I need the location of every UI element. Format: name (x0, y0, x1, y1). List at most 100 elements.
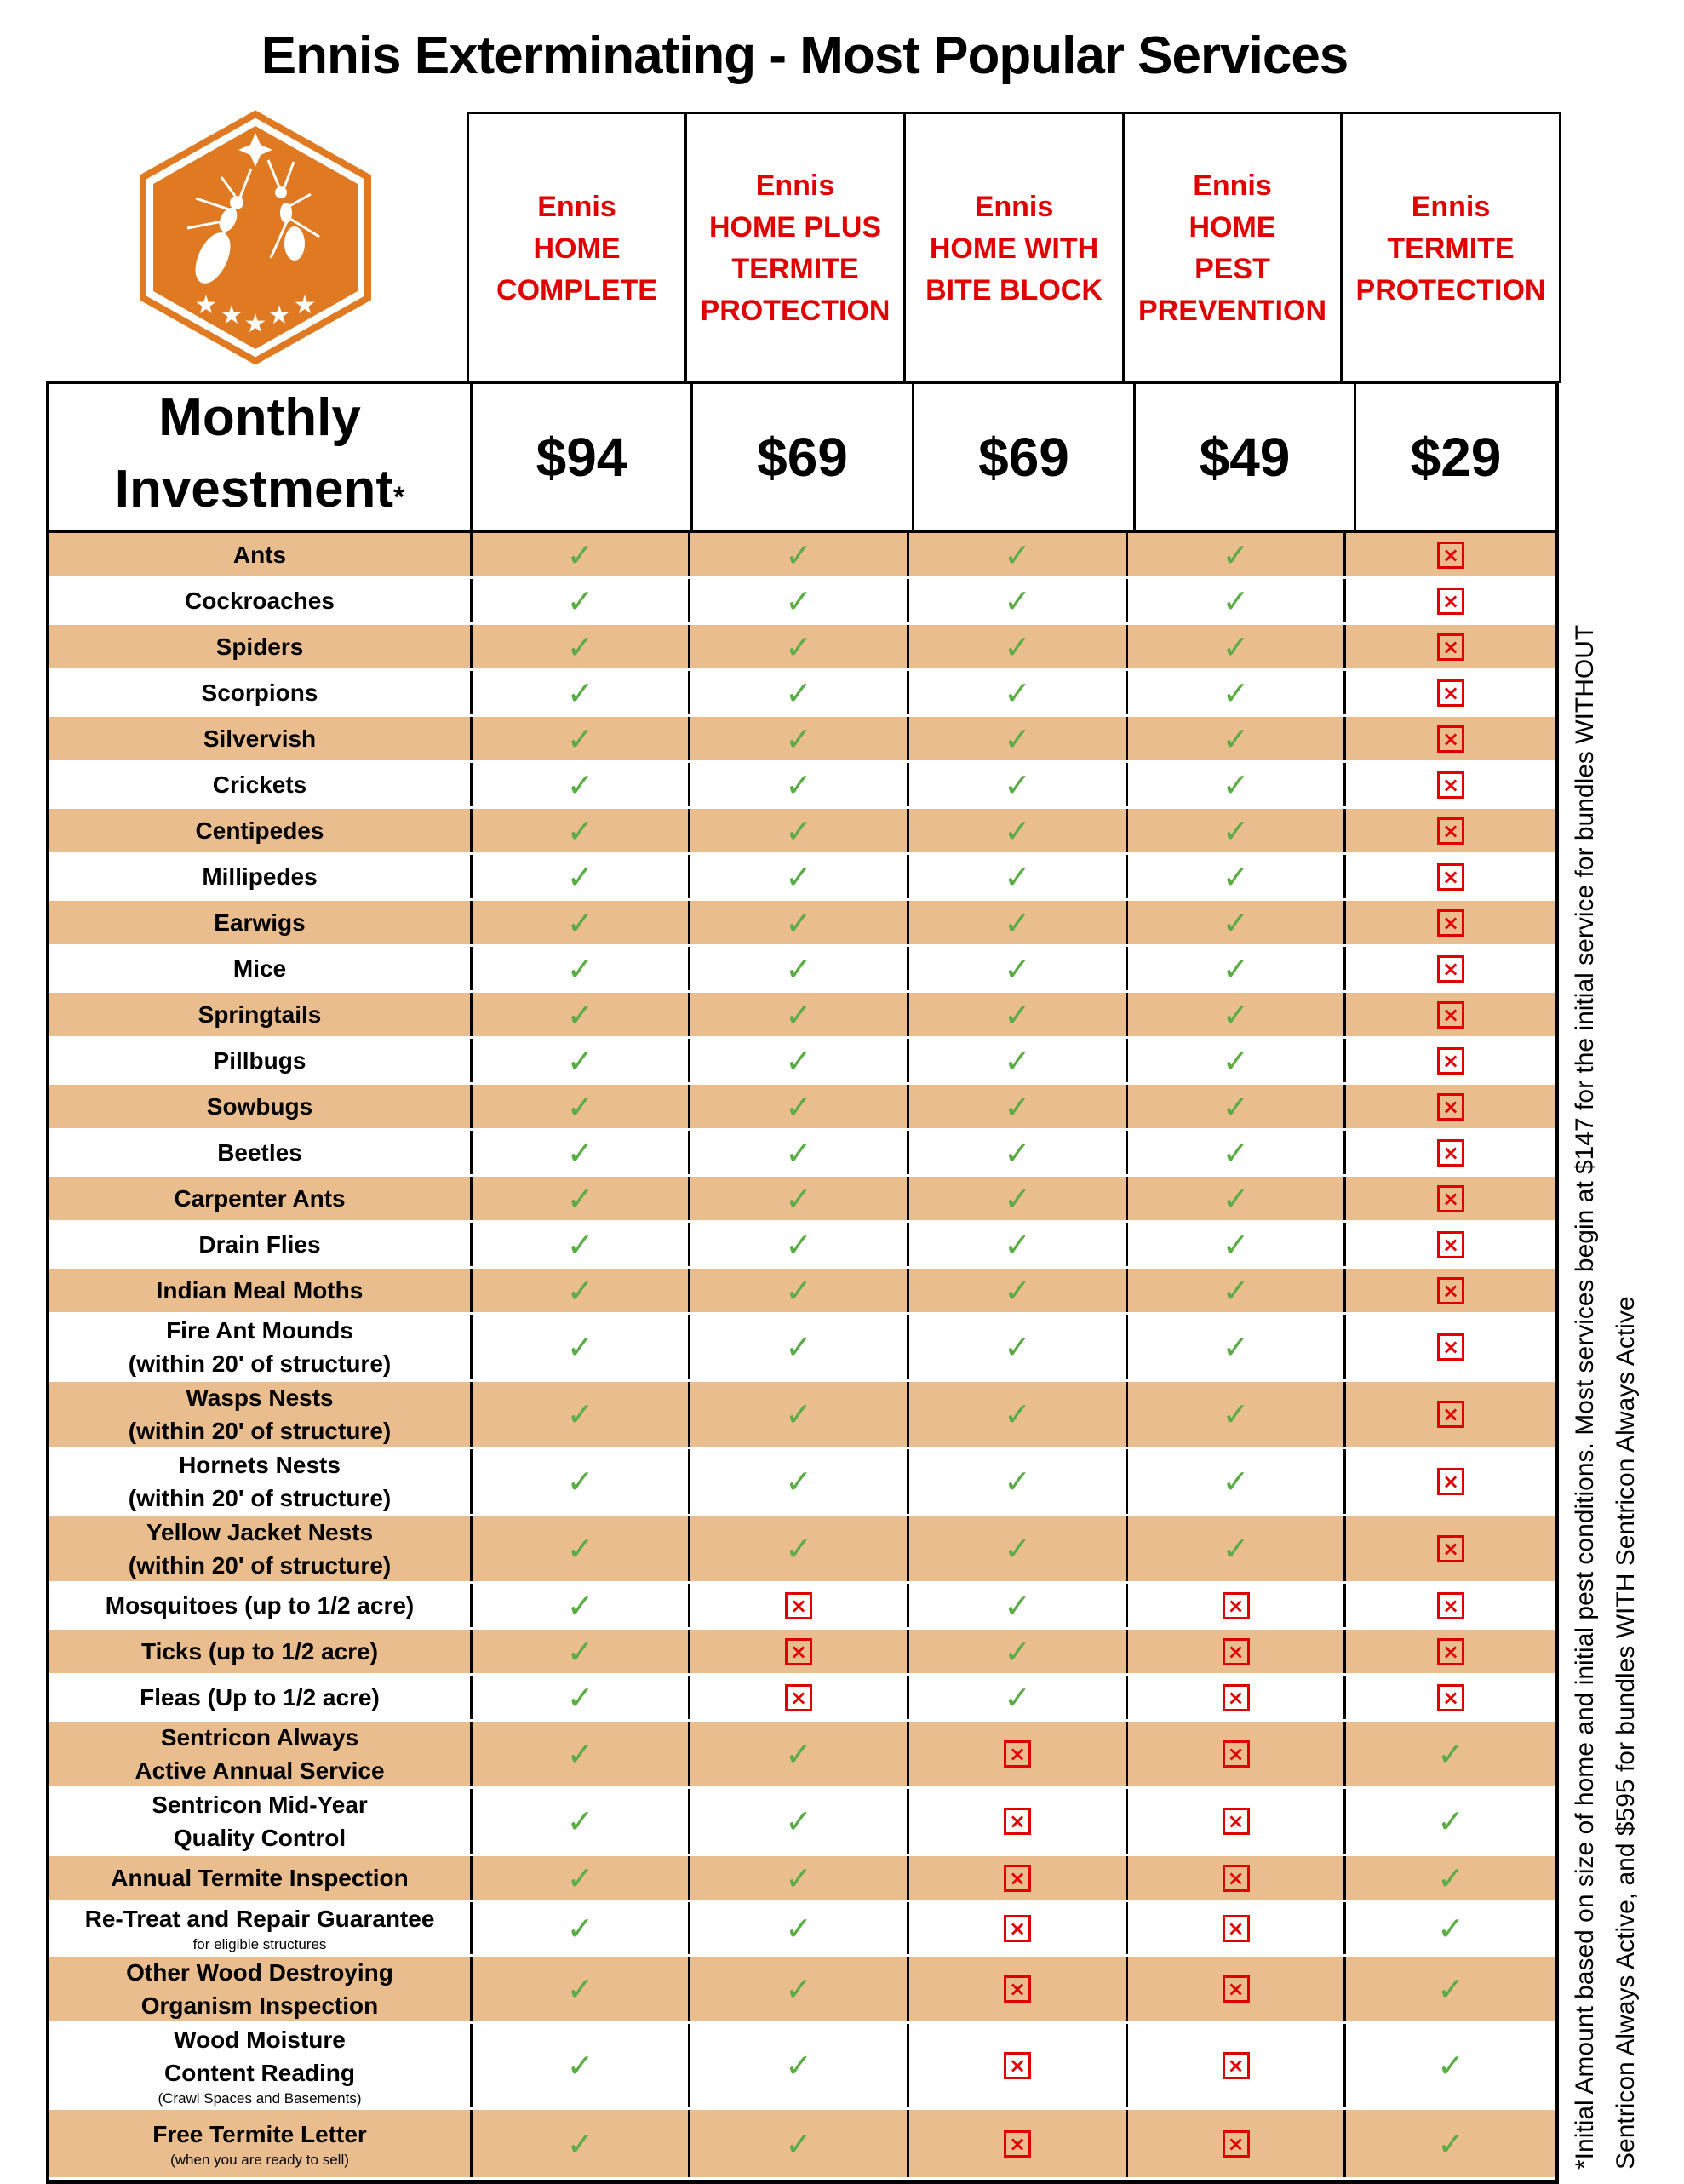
check-icon: ✓ (1222, 857, 1250, 896)
x-box-icon: × (1222, 1864, 1250, 1892)
service-label: Wood Moisture Content Reading (Crawl Space… (49, 2024, 470, 2107)
check-icon: ✓ (566, 1678, 594, 1717)
service-label: Pillbugs (49, 1039, 470, 1082)
service-label-line: Quality Control (173, 1825, 347, 1851)
plan-cell: ✓ (1126, 1223, 1343, 1266)
service-label: Free Termite Letter (when you are ready t… (49, 2110, 470, 2177)
table-row: Beetles ✓ ✓ ✓ ✓ × (49, 1131, 1555, 1177)
check-icon: ✓ (1004, 949, 1031, 988)
plan-cell: ✓ (907, 1449, 1126, 1514)
x-box-icon: × (1222, 2052, 1250, 2079)
check-icon: ✓ (566, 765, 594, 804)
check-icon: ✓ (785, 1133, 812, 1172)
check-icon: ✓ (566, 1087, 594, 1126)
x-box-icon: × (1437, 1276, 1464, 1304)
plan-cell: ✓ (1126, 1382, 1343, 1447)
x-box-icon: × (1004, 2052, 1031, 2079)
service-label: Indian Meal Moths (49, 1269, 470, 1312)
service-label: Mice (49, 947, 470, 990)
check-icon: ✓ (785, 995, 812, 1034)
check-icon: ✓ (1004, 1328, 1031, 1366)
plan-cell: × (1343, 1085, 1555, 1128)
plan-cell: × (1343, 1177, 1555, 1220)
plan-cell: ✓ (688, 1269, 907, 1312)
service-label: Sowbugs (49, 1085, 470, 1128)
check-icon: ✓ (566, 719, 594, 758)
check-icon: ✓ (566, 1041, 594, 1080)
plan-cell: ✓ (907, 1177, 1126, 1220)
plan-cell: ✓ (470, 1856, 688, 1900)
service-label: Hornets Nests (within 20' of structure) (49, 1449, 470, 1514)
service-label: Ticks (up to 1/2 acre) (49, 1630, 470, 1673)
table-row: Free Termite Letter (when you are ready t… (49, 2110, 1555, 2180)
plan-cell: × (907, 2024, 1126, 2107)
x-box-icon: × (1437, 1333, 1464, 1361)
plan-cell: × (1343, 809, 1555, 852)
plan-cell: ✓ (1126, 1269, 1343, 1312)
service-label-line: Scorpions (201, 679, 318, 706)
check-icon: ✓ (1222, 903, 1250, 942)
plan-cell: ✓ (688, 533, 907, 576)
plan-cell: ✓ (1126, 1085, 1343, 1128)
table-row: Fleas (Up to 1/2 acre) ✓ × ✓ × × (49, 1676, 1555, 1722)
plan-cell: ✓ (470, 1722, 688, 1786)
service-rows: Ants ✓ ✓ ✓ ✓ × Cockroaches ✓ ✓ ✓ ✓ × Spiders ✓ ✓ ✓ ✓ × Sco… (46, 533, 1559, 2184)
service-label-line: Hornets Nests (179, 1452, 341, 1478)
service-label: Other Wood Destroying Organism Inspection (49, 1957, 470, 2021)
table-row: Yellow Jacket Nests (within 20' of struct… (49, 1516, 1555, 1584)
check-icon: ✓ (785, 1530, 812, 1568)
x-box-icon: × (1222, 1975, 1250, 2003)
x-box-icon: × (1437, 1230, 1464, 1258)
plan-cell: ✓ (688, 1856, 907, 1900)
plan-name-line: COMPLETE (496, 273, 657, 307)
check-icon: ✓ (566, 1803, 594, 1840)
plan-name-line: PROTECTION (700, 295, 891, 327)
table-row: Other Wood Destroying Organism Inspection… (49, 1957, 1555, 2024)
check-icon: ✓ (1437, 1803, 1464, 1840)
plan-cell: ✓ (688, 1382, 907, 1447)
plan-cell: ✓ (907, 579, 1126, 622)
check-icon: ✓ (1004, 857, 1031, 896)
plan-cell: ✓ (688, 763, 907, 806)
check-icon: ✓ (566, 1179, 594, 1218)
svg-text:★: ★ (244, 309, 267, 339)
check-icon: ✓ (1222, 582, 1250, 620)
service-label-line: Silvervish (203, 725, 317, 752)
plan-cell: ✓ (688, 993, 907, 1036)
plan-cell: ✓ (907, 947, 1126, 990)
plan-cell: ✓ (688, 1223, 907, 1266)
table-row: Ants ✓ ✓ ✓ ✓ × (49, 533, 1555, 579)
service-label: Centipedes (49, 809, 470, 852)
check-icon: ✓ (1437, 1970, 1464, 2008)
plan-cell: ✓ (470, 2024, 688, 2107)
check-icon: ✓ (566, 1271, 594, 1310)
plan-cell: × (1343, 1584, 1555, 1627)
plan-cell: ✓ (907, 1584, 1126, 1627)
service-label: Sentricon Always Active Annual Service (49, 1722, 470, 1786)
check-icon: ✓ (785, 628, 812, 666)
x-box-icon: × (1437, 909, 1464, 937)
plan-cell: × (1343, 625, 1555, 668)
plan-name-line: HOME WITH (929, 232, 1099, 265)
plan-cell: ✓ (470, 1516, 688, 1581)
price-home-plus-termite: $69 (690, 384, 912, 530)
service-label-line: Indian Meal Moths (156, 1277, 364, 1304)
plan-cell: ✓ (1126, 1131, 1343, 1174)
service-label-line: Carpenter Ants (174, 1185, 346, 1212)
plan-cell: × (1126, 1630, 1343, 1673)
check-icon: ✓ (1222, 1530, 1250, 1568)
check-icon: ✓ (566, 582, 594, 620)
service-label-line: (within 20' of structure) (128, 1552, 392, 1579)
service-label-line: Fire Ant Mounds (166, 1317, 353, 1344)
plan-cell: ✓ (688, 809, 907, 852)
check-icon: ✓ (566, 811, 594, 850)
check-icon: ✓ (1437, 2124, 1464, 2163)
service-note: for eligible structures (192, 1936, 327, 1952)
x-box-icon: × (1437, 1535, 1464, 1562)
plan-cell: × (1343, 1039, 1555, 1082)
ant-hexagon-logo: ★ ★ ★ ★ ★ (140, 110, 371, 364)
plan-name-line: Ennis (537, 190, 616, 223)
plan-cell: ✓ (1126, 993, 1343, 1036)
check-icon: ✓ (566, 1530, 594, 1568)
plan-cell: ✓ (688, 1131, 907, 1174)
